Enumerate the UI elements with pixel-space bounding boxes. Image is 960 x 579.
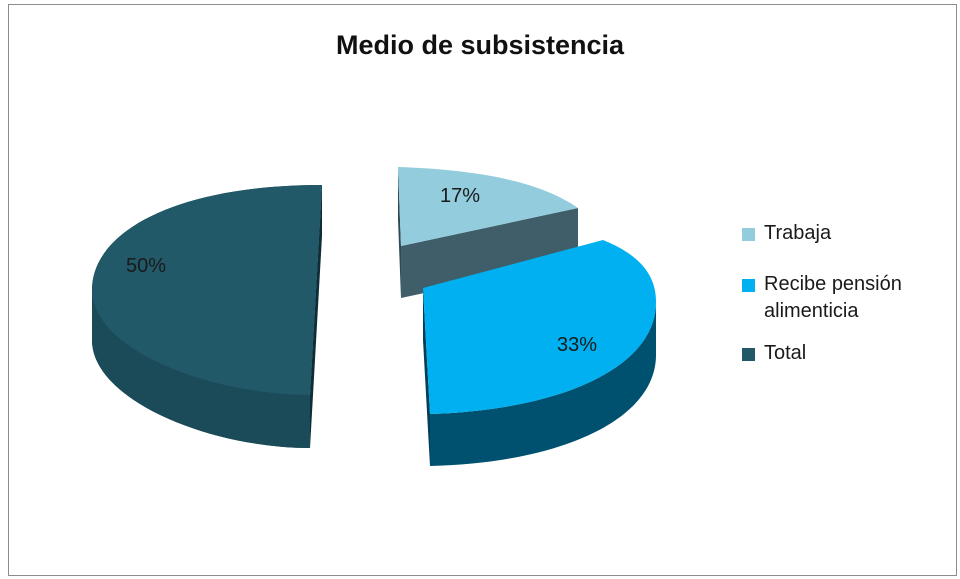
legend-swatch-recibe	[742, 279, 755, 292]
pie-slice-recibe	[423, 240, 656, 466]
chart-title: Medio de subsistencia	[335, 30, 625, 60]
data-label-total: 50%	[126, 255, 166, 277]
legend-item-total: Total	[742, 340, 952, 367]
pie-slice-trabaja	[398, 167, 578, 298]
legend-label-total: Total	[764, 342, 807, 364]
pie-slice-total	[92, 185, 322, 448]
legend-label-trabaja: Trabaja	[764, 222, 832, 244]
legend-swatch-trabaja	[742, 228, 755, 241]
legend-item-trabaja: Trabaja	[742, 220, 952, 247]
legend: Trabaja Recibe pensión alimenticia Total	[742, 220, 952, 391]
legend-swatch-total	[742, 348, 755, 361]
data-label-trabaja: 17%	[440, 185, 480, 207]
data-label-recibe: 33%	[557, 334, 597, 356]
legend-item-recibe: Recibe pensión alimenticia	[742, 271, 952, 325]
legend-label-recibe-line2: alimenticia	[764, 300, 859, 322]
legend-label-recibe-line1: Recibe pensión	[764, 273, 902, 295]
